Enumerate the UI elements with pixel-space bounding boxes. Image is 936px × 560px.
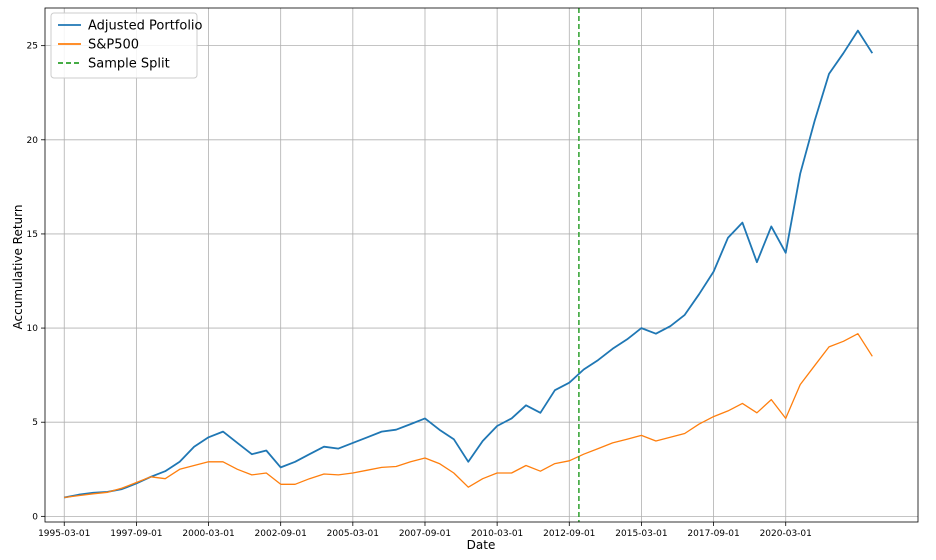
legend-label: Sample Split xyxy=(88,57,170,72)
plot-frame xyxy=(44,7,919,523)
legend-label: S&P500 xyxy=(88,38,139,53)
y-axis-label: Accumulative Return xyxy=(11,205,25,330)
plot-area xyxy=(64,8,874,522)
y-tick-label: 25 xyxy=(27,42,38,52)
x-tick-label: 2005-03-01 xyxy=(327,529,379,539)
y-tick-label: 20 xyxy=(27,136,39,146)
x-tick-label: 2012-09-01 xyxy=(543,529,595,539)
x-tick-label: 2020-03-01 xyxy=(760,529,812,539)
x-tick-label: 2017-09-01 xyxy=(687,529,739,539)
y-tick-label: 0 xyxy=(32,512,38,522)
series-line-s-p500 xyxy=(64,333,873,499)
x-tick-label: 2010-03-01 xyxy=(471,529,523,539)
series-line-adjusted-portfolio xyxy=(64,29,874,499)
x-tick-label: 2000-03-01 xyxy=(182,529,234,539)
y-tick-label: 15 xyxy=(27,230,38,240)
grid xyxy=(45,8,918,522)
axes: 1995-03-01 1997-09-01 2000-03-01 2002-09-01… xyxy=(27,7,919,539)
x-tick-label: 2007-09-01 xyxy=(399,529,451,539)
x-tick-label: 1995-03-01 xyxy=(38,529,90,539)
x-tick-label: 2002-09-01 xyxy=(255,529,307,539)
legend: Adjusted Portfolio S&P500 Sample Split xyxy=(50,12,203,79)
legend-label: Adjusted Portfolio xyxy=(88,19,203,34)
x-tick-label: 1997-09-01 xyxy=(110,529,162,539)
x-axis-label: Date xyxy=(467,538,496,552)
x-tick-label: 2015-03-01 xyxy=(615,529,667,539)
y-tick-label: 10 xyxy=(27,324,39,334)
y-tick-label: 5 xyxy=(32,418,38,428)
legend-box xyxy=(50,12,198,79)
